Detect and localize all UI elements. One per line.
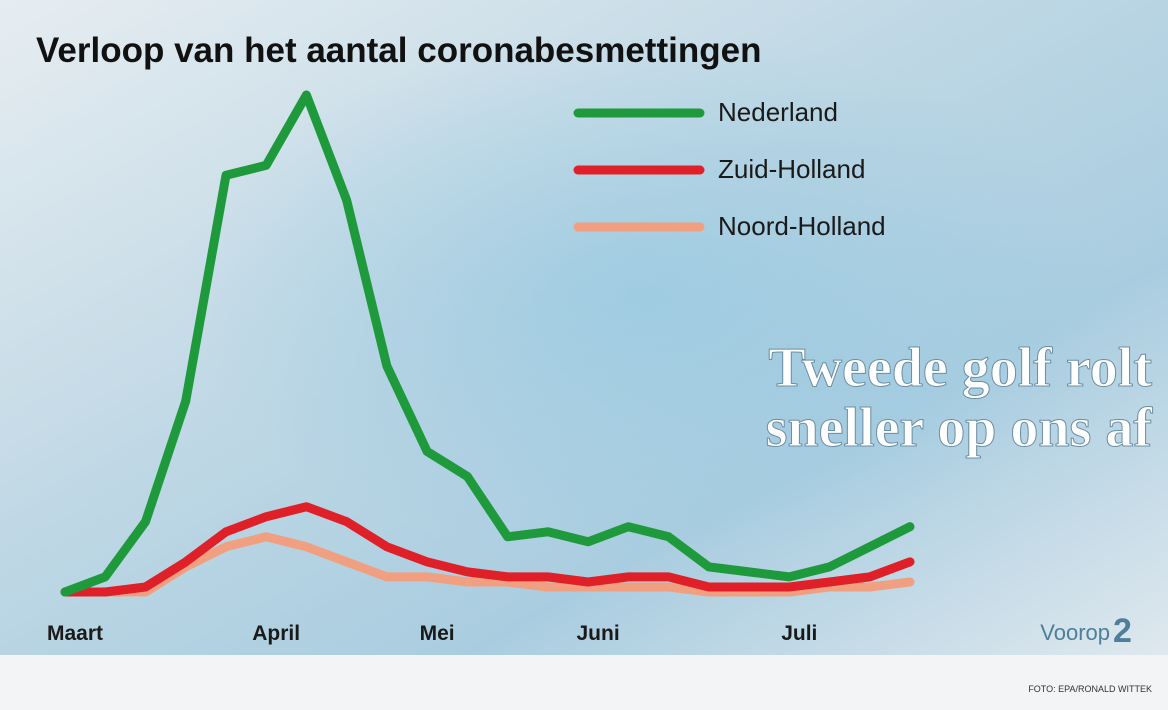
x-tick-label: Juli — [781, 622, 817, 645]
legend-label: Noord-Holland — [718, 211, 886, 241]
brand-name: Voorop — [1040, 620, 1110, 645]
headline: sneller op ons af — [766, 397, 1154, 459]
headline: Tweede golf rolt — [768, 337, 1152, 399]
x-tick-label: Juni — [577, 622, 620, 645]
x-tick-label: Maart — [47, 622, 103, 645]
chart: Verloop van het aantal coronabesmettinge… — [0, 0, 1168, 710]
brand-number: 2 — [1113, 612, 1132, 650]
x-tick-label: April — [252, 622, 300, 645]
background-glow — [0, 0, 1168, 655]
legend-label: Nederland — [718, 97, 838, 127]
legend-label: Zuid-Holland — [718, 154, 865, 184]
x-tick-label: Mei — [420, 622, 455, 645]
photo-credit: FOTO: EPA/RONALD WITTEK — [1028, 684, 1152, 694]
chart-title: Verloop van het aantal coronabesmettinge… — [36, 31, 761, 70]
footer-band — [0, 655, 1168, 710]
